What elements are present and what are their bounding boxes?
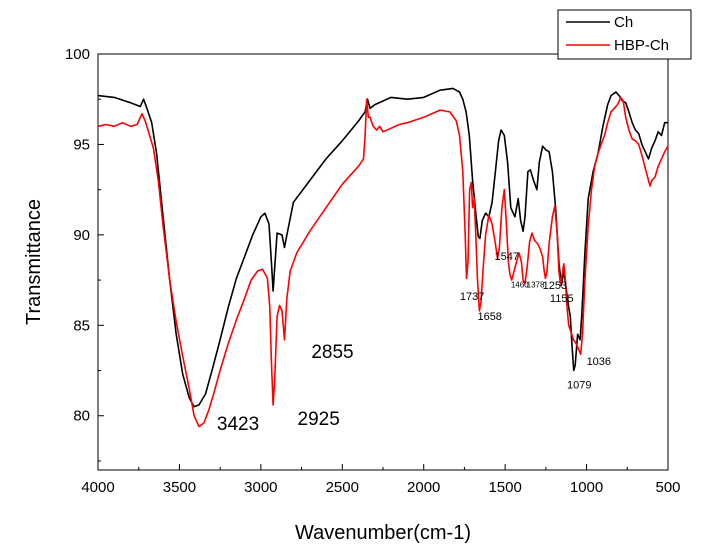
peak-label-1658: 1658 (477, 311, 501, 323)
series-layer (97, 87, 669, 428)
x-tick-label: 500 (655, 479, 680, 496)
legend-box (557, 9, 692, 60)
peak-label-1079: 1079 (567, 380, 591, 392)
y-tick-label: 90 (73, 227, 90, 244)
peak-label-2925: 2925 (298, 409, 340, 430)
x-axis-title: Wavenumber(cm-1) (295, 522, 471, 544)
x-tick-label: 2000 (407, 479, 440, 496)
plot-frame (97, 53, 669, 471)
peak-label-1155: 1155 (550, 293, 574, 305)
peak-label-2855: 2855 (311, 342, 353, 363)
legend-label-ch: Ch (614, 14, 633, 31)
annotation-layer: 3423 2925 2855 1737 1658 1547 1460137812531155… (217, 251, 611, 435)
axis-ticks: 4000 3500 3000 2500 2000 1500 1000 500 80 85 90 95 1… (65, 46, 681, 496)
peak-label-1737: 1737 (460, 291, 484, 303)
series-line-ch (97, 87, 668, 408)
y-tick-label: 95 (73, 136, 90, 153)
x-tick-label: 2500 (326, 479, 359, 496)
peak-label-1460: 1460 (511, 280, 529, 289)
y-tick-label: 80 (73, 408, 90, 425)
peak-label-1253: 1253 (543, 280, 567, 292)
peak-label-1036: 1036 (587, 356, 611, 368)
peak-label-1547: 1547 (495, 251, 519, 263)
legend-label-hbp-ch: HBP-Ch (614, 37, 669, 54)
x-tick-label: 3500 (163, 479, 196, 496)
series-line-hbp-ch (97, 96, 669, 428)
peak-label-3423: 3423 (217, 414, 259, 435)
legend: Ch HBP-Ch (557, 9, 692, 60)
y-tick-label: 85 (73, 317, 90, 334)
x-tick-label: 1000 (570, 479, 603, 496)
y-tick-label: 100 (65, 46, 90, 63)
x-tick-label: 1500 (488, 479, 521, 496)
y-axis-title: Transmittance (23, 199, 45, 325)
x-tick-label: 4000 (81, 479, 114, 496)
x-tick-label: 3000 (244, 479, 277, 496)
peak-label-1378: 1378 (527, 280, 545, 289)
